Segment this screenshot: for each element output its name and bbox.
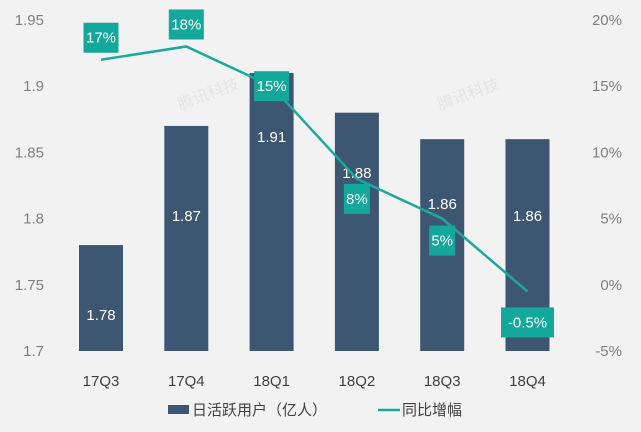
growth-label: 5% bbox=[431, 233, 453, 250]
growth-label-box bbox=[501, 307, 554, 338]
right-tick-label: -5% bbox=[595, 343, 622, 360]
category-label: 18Q4 bbox=[509, 373, 546, 390]
left-tick-label: 1.7 bbox=[23, 343, 44, 360]
bars: 1.781.871.911.881.861.86 bbox=[79, 72, 550, 352]
bar bbox=[79, 245, 123, 351]
bar-value-label: 1.86 bbox=[513, 208, 542, 225]
left-tick-label: 1.95 bbox=[15, 12, 44, 29]
bar-value-label: 1.87 bbox=[172, 208, 201, 225]
growth-label-box bbox=[343, 183, 370, 214]
left-tick-label: 1.85 bbox=[15, 144, 44, 161]
watermark-text: 腾讯科技 bbox=[435, 75, 501, 114]
category-label: 17Q3 bbox=[83, 373, 120, 390]
bar bbox=[164, 125, 209, 351]
growth-label: 17% bbox=[86, 30, 116, 47]
right-tick-label: 20% bbox=[592, 12, 622, 29]
bar-value-label: 1.78 bbox=[86, 307, 115, 324]
legend: 日活跃用户（亿人） 同比增幅 bbox=[168, 402, 462, 419]
right-axis: -5% 0% 5% 10% 15% 20% bbox=[592, 12, 622, 360]
left-tick-label: 1.9 bbox=[23, 78, 44, 95]
right-tick-label: 15% bbox=[592, 78, 622, 95]
legend-line-label: 同比增幅 bbox=[402, 402, 462, 419]
growth-line: 17% 18% 15% 8% 5% -0.5% bbox=[83, 9, 554, 338]
x-axis: 17Q3 17Q4 18Q1 18Q2 18Q3 18Q4 bbox=[83, 373, 546, 390]
left-tick-label: 1.8 bbox=[23, 211, 44, 228]
growth-label: 18% bbox=[171, 16, 201, 33]
growth-label-box bbox=[254, 71, 290, 102]
growth-line-path bbox=[100, 45, 529, 293]
watermark-text: 腾讯科技 bbox=[175, 75, 241, 114]
bar-value-label: 1.91 bbox=[257, 129, 286, 146]
legend-bar-swatch bbox=[168, 405, 189, 414]
bar bbox=[334, 112, 379, 352]
watermarks: 腾讯科技 腾讯科技 bbox=[175, 75, 501, 114]
growth-label-box bbox=[168, 9, 204, 40]
right-tick-label: 0% bbox=[600, 277, 622, 294]
growth-label-box bbox=[83, 22, 119, 53]
category-label: 18Q2 bbox=[339, 373, 376, 390]
bar bbox=[249, 72, 294, 352]
growth-label-box bbox=[429, 225, 456, 256]
right-tick-label: 10% bbox=[592, 144, 622, 161]
category-label: 18Q1 bbox=[253, 373, 290, 390]
bar-value-label: 1.86 bbox=[428, 196, 457, 213]
left-axis: 1.7 1.75 1.8 1.85 1.9 1.95 bbox=[15, 12, 44, 360]
growth-label: 8% bbox=[346, 191, 368, 208]
right-tick-label: 5% bbox=[600, 211, 622, 228]
left-tick-label: 1.75 bbox=[15, 277, 44, 294]
legend-bar-label: 日活跃用户（亿人） bbox=[192, 402, 327, 419]
growth-label: 15% bbox=[257, 78, 287, 95]
category-label: 18Q3 bbox=[424, 373, 461, 390]
growth-label: -0.5% bbox=[508, 314, 547, 331]
category-label: 17Q4 bbox=[168, 373, 205, 390]
